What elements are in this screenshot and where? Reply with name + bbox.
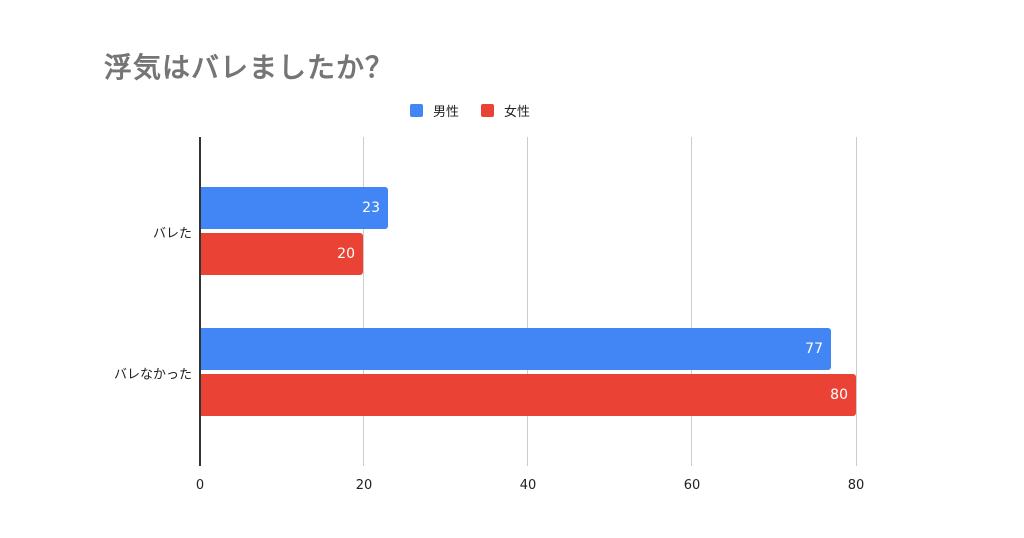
category-label-barenakatta: バレなかった [113, 367, 192, 383]
chart-title: 浮気はバレましたか？ [104, 51, 395, 84]
gridline-40 [527, 137, 528, 466]
x-tick-0: 0 [195, 478, 205, 493]
category-label-bareta: バレた [152, 226, 192, 242]
gridline-20 [363, 137, 364, 466]
x-tick-40: 40 [519, 478, 537, 493]
legend-label-female: 女性 [504, 105, 531, 120]
bar-bareta-male[interactable]: 23 [199, 187, 388, 229]
legend-item-female[interactable]: 女性 [481, 101, 530, 120]
bar-value-label: 23 [362, 200, 380, 216]
bar-value-label: 77 [805, 341, 823, 357]
y-axis-line [199, 137, 201, 466]
gridline-60 [691, 137, 692, 466]
gridline-80 [856, 137, 857, 466]
bar-bareta-female[interactable]: 20 [199, 233, 363, 275]
bar-barenakatta-female[interactable]: 80 [199, 374, 856, 416]
bar-value-label: 80 [830, 387, 848, 403]
x-tick-60: 60 [683, 478, 701, 493]
legend-swatch-female [481, 104, 495, 117]
legend-item-male[interactable]: 男性 [410, 101, 459, 120]
x-tick-80: 80 [847, 478, 865, 493]
bar-barenakatta-male[interactable]: 77 [199, 328, 831, 370]
plot-area: 23 20 77 80 [199, 137, 879, 466]
x-tick-20: 20 [355, 478, 373, 493]
legend: 男性 女性 [410, 101, 552, 120]
legend-label-male: 男性 [433, 105, 460, 120]
bar-value-label: 20 [337, 246, 355, 262]
legend-swatch-male [410, 104, 423, 117]
